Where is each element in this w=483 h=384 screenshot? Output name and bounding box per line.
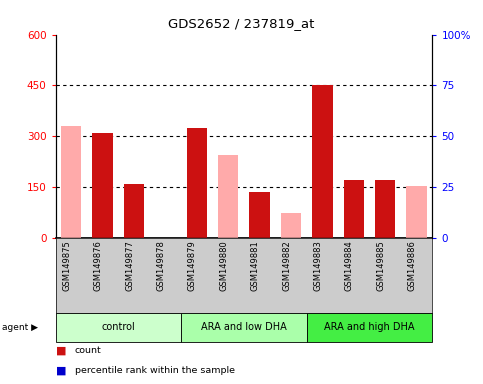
- Text: GSM149886: GSM149886: [408, 240, 416, 291]
- Text: GSM149875: GSM149875: [62, 240, 71, 291]
- Text: GSM149878: GSM149878: [156, 240, 165, 291]
- Text: GSM149879: GSM149879: [188, 240, 197, 291]
- Bar: [218, 155, 239, 238]
- Bar: [181, 313, 307, 342]
- Text: GSM149883: GSM149883: [313, 240, 323, 291]
- Text: percentile rank within the sample: percentile rank within the sample: [75, 366, 235, 375]
- Text: GDS2652 / 237819_at: GDS2652 / 237819_at: [168, 17, 315, 30]
- Text: agent ▶: agent ▶: [2, 323, 39, 332]
- Bar: [375, 180, 396, 238]
- Bar: [307, 313, 432, 342]
- Text: ■: ■: [56, 345, 66, 355]
- Text: ARA and high DHA: ARA and high DHA: [324, 322, 415, 333]
- Text: GSM149885: GSM149885: [376, 240, 385, 291]
- Text: GSM149876: GSM149876: [94, 240, 103, 291]
- Text: GSM149880: GSM149880: [219, 240, 228, 291]
- Bar: [92, 133, 113, 238]
- Bar: [124, 184, 144, 238]
- Bar: [186, 128, 207, 238]
- Text: ■: ■: [56, 365, 66, 375]
- Bar: [281, 213, 301, 238]
- Text: GSM149882: GSM149882: [282, 240, 291, 291]
- Bar: [312, 86, 333, 238]
- Text: GSM149877: GSM149877: [125, 240, 134, 291]
- Bar: [249, 192, 270, 238]
- Text: count: count: [75, 346, 101, 355]
- Bar: [343, 180, 364, 238]
- Bar: [61, 126, 82, 238]
- Text: GSM149884: GSM149884: [345, 240, 354, 291]
- Bar: [406, 185, 427, 238]
- Text: ARA and low DHA: ARA and low DHA: [201, 322, 287, 333]
- Bar: [56, 313, 181, 342]
- Text: GSM149881: GSM149881: [251, 240, 260, 291]
- Text: control: control: [101, 322, 135, 333]
